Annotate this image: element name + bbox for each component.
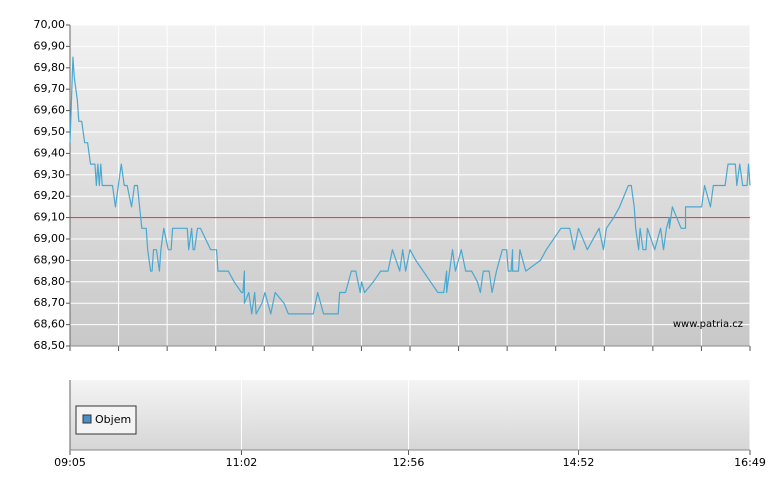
price-line [69,56,751,315]
y-tick-label: 69,70 [34,82,66,95]
volume-panel [70,380,750,450]
y-tick-label: 69,60 [34,104,66,117]
legend-box [75,405,137,435]
y-tick-label: 69,40 [34,146,66,159]
y-tick-label: 70,00 [34,18,66,31]
x-tick-label: 12:56 [393,456,425,469]
y-tick-label: 69,90 [34,39,66,52]
x-tick-label: 16:49 [734,456,766,469]
y-tick-label: 68,90 [34,253,66,266]
y-tick-label: 69,00 [34,232,66,245]
y-tick-label: 68,70 [34,296,66,309]
watermark: www.patria.cz [673,319,743,330]
y-tick-label: 68,60 [34,318,66,331]
y-tick-label: 69,30 [34,168,66,181]
y-tick-label: 69,20 [34,189,66,202]
x-tick-label: 14:52 [563,456,595,469]
y-tick-label: 68,80 [34,275,66,288]
y-tick-label: 69,50 [34,125,66,138]
x-tick-label: 11:02 [226,456,258,469]
y-tick-label: 69,10 [34,211,66,224]
x-tick-label: 09:05 [54,456,86,469]
y-tick-label: 68,50 [34,339,66,352]
legend-label: Objem [95,413,131,426]
y-tick-label: 69,80 [34,61,66,74]
legend-swatch [82,414,92,424]
